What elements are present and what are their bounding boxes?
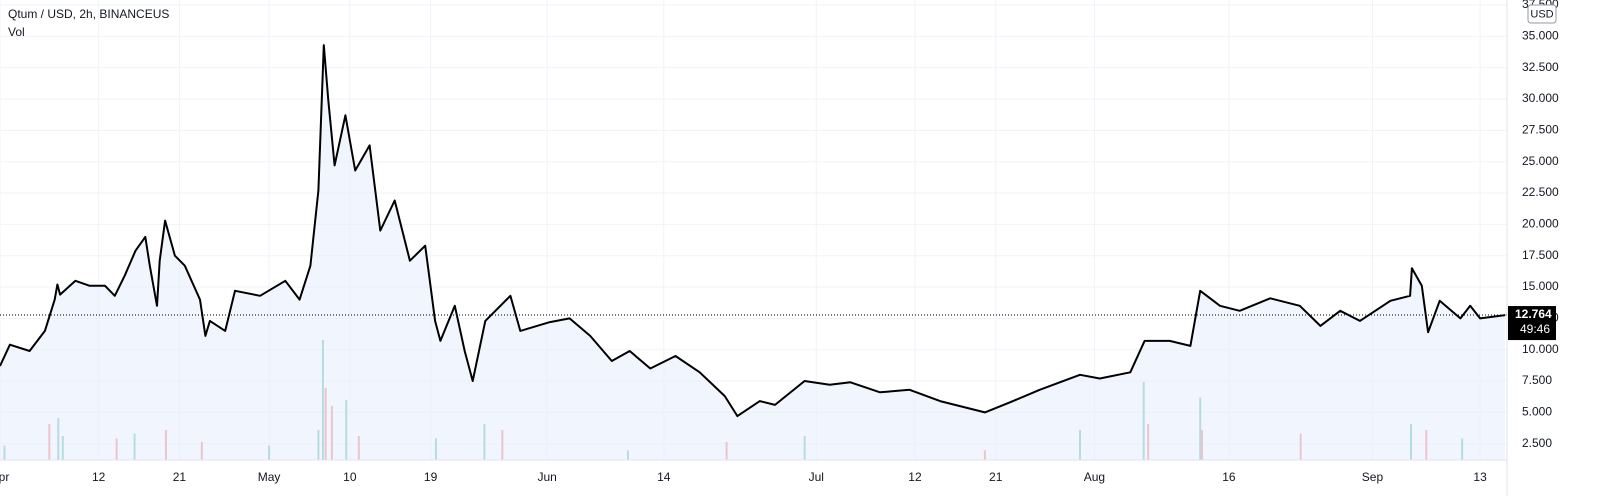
y-tick-label: 27.500 xyxy=(1522,123,1559,137)
y-tick-label: 17.500 xyxy=(1522,248,1559,262)
x-tick-label: 10 xyxy=(343,470,357,484)
x-tick-label: 14 xyxy=(657,470,671,484)
countdown: 49:46 xyxy=(1520,322,1550,336)
x-tick-label: Apr xyxy=(0,470,9,484)
x-tick-label: 19 xyxy=(424,470,438,484)
y-tick-label: 32.500 xyxy=(1522,60,1559,74)
currency: USD xyxy=(1530,8,1553,20)
y-tick-label: 22.500 xyxy=(1522,185,1559,199)
x-tick-label: Jun xyxy=(538,470,557,484)
y-tick-label: 25.000 xyxy=(1522,154,1559,168)
x-tick-label: 12 xyxy=(908,470,922,484)
plot-area xyxy=(0,44,1507,460)
y-tick-label: 5.000 xyxy=(1522,405,1552,419)
volume-label: Vol xyxy=(8,25,25,39)
price-line xyxy=(0,44,1506,418)
y-tick-label: 10.000 xyxy=(1522,342,1559,356)
axes: 2.5005.0007.50010.00012.50015.00017.5002… xyxy=(0,0,1559,484)
x-tick-label: 12 xyxy=(92,470,106,484)
y-tick-label: 30.000 xyxy=(1522,91,1559,105)
last-price-box xyxy=(1508,306,1556,341)
x-tick-label: Aug xyxy=(1084,470,1105,484)
y-tick-label: 15.000 xyxy=(1522,279,1559,293)
last-price-label: 12.764 xyxy=(1515,307,1552,321)
x-tick-label: 16 xyxy=(1222,470,1236,484)
y-tick-label: 35.000 xyxy=(1522,29,1559,43)
x-tick-label: 21 xyxy=(989,470,1003,484)
y-tick-label: 2.500 xyxy=(1522,436,1552,450)
currency-box[interactable] xyxy=(1527,4,1557,24)
x-tick-label: Jul xyxy=(809,470,824,484)
x-tick-label: 21 xyxy=(173,470,187,484)
y-tick-label: 20.000 xyxy=(1522,217,1559,231)
x-tick-label: May xyxy=(258,470,281,484)
area-fill xyxy=(0,45,1506,460)
x-tick-label: Sep xyxy=(1362,470,1384,484)
chart-title: Qtum / USD, 2h, BINANCEUS xyxy=(8,7,169,21)
x-tick-label: 13 xyxy=(1473,470,1487,484)
y-tick-label: 7.500 xyxy=(1522,373,1552,387)
